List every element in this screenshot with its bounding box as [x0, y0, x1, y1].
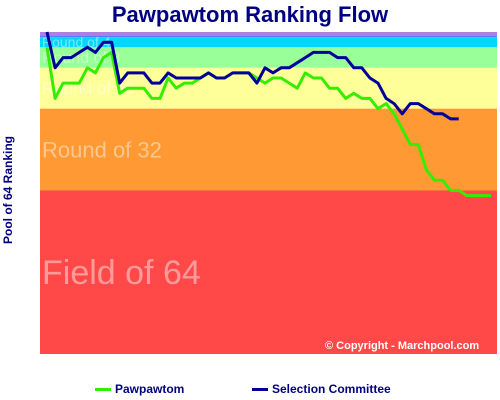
copyright-text: © Copyright - Marchpool.com	[325, 340, 480, 352]
legend-item-pawpawtom: Pawpawtom	[95, 382, 184, 396]
legend-item-selection-committee: Selection Committee	[252, 382, 391, 396]
band-top-1	[40, 36, 497, 38]
series-line-pawpawtom	[45, 47, 491, 198]
band-field-of-64	[40, 190, 497, 354]
legend-swatch-selection-committee	[252, 387, 268, 391]
band-top-0	[40, 32, 497, 36]
legend-label-selection-committee: Selection Committee	[272, 382, 391, 396]
series-lines	[45, 31, 491, 198]
series-line-selection-committee	[45, 31, 459, 121]
band-label-round-of-4: Round of 4	[42, 34, 111, 50]
legend-label-pawpawtom: Pawpawtom	[115, 382, 185, 396]
band-label-round-of-32: Round of 32	[42, 137, 162, 162]
legend-swatch-pawpawtom	[95, 387, 111, 391]
band-round-of-4	[40, 37, 497, 48]
band-label-field-of-64: Field of 64	[42, 254, 201, 292]
band-round-of-8	[40, 47, 497, 68]
chart-legend: Pawpawtom Selection Committee	[0, 382, 500, 398]
chart-title: Pawpawtom Ranking Flow	[111, 2, 389, 27]
